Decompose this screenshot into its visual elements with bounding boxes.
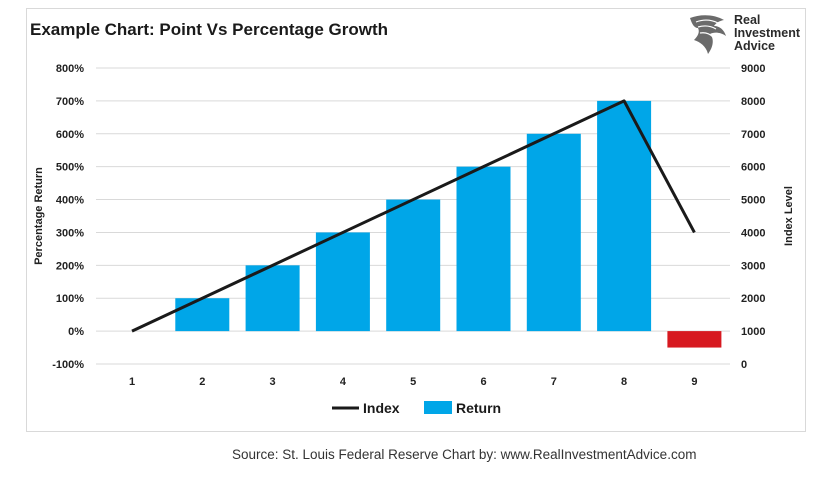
left-tick-label: 800% [56,63,84,75]
legend-return-swatch [424,401,452,414]
right-tick-label: 9000 [741,63,765,75]
x-tick-label: 5 [410,376,416,388]
legend: Index Return [332,400,501,416]
logo-line-3: Advice [734,39,775,53]
right-tick-label: 4000 [741,227,765,239]
x-tick-label: 7 [551,376,557,388]
legend-index-label: Index [363,400,400,416]
bar-return [597,100,652,332]
bar-return [175,298,230,332]
logo-text: Real Investment Advice [734,14,800,53]
right-tick-label: 8000 [741,96,765,108]
x-tick-label: 8 [621,376,627,388]
bar-return [526,133,581,332]
line-index-path [131,99,696,333]
x-tick-label: 6 [480,376,486,388]
left-tick-label: 300% [56,227,84,239]
right-tick-label: 5000 [741,195,765,207]
right-tick-label: 2000 [741,293,765,305]
left-tick-label: 400% [56,195,84,207]
x-tick-label: 1 [129,376,135,388]
left-tick-label: 600% [56,129,84,141]
right-tick-label: 1000 [741,326,765,338]
left-tick-label: 200% [56,260,84,272]
right-tick-label: 7000 [741,129,765,141]
left-axis-label: Percentage Return [33,167,45,265]
x-tick-label: 2 [199,376,205,388]
chart-title: Example Chart: Point Vs Percentage Growt… [30,20,389,39]
right-axis-ticks: 0 1000 2000 3000 4000 5000 6000 7000 8000 9000 [741,63,765,371]
left-tick-label: 100% [56,293,84,305]
bar-return [245,265,300,332]
x-tick-label: 9 [691,376,697,388]
right-tick-label: 6000 [741,162,765,174]
x-axis-ticks: 1 2 3 4 5 6 7 8 9 [129,376,698,388]
logo-line-2: Investment [734,26,800,40]
left-tick-label: -100% [52,359,84,371]
right-tick-label: 0 [741,359,747,371]
left-axis-ticks: -100% 0% 100% 200% 300% 400% 500% 600% 700% 800% [52,63,84,371]
source-caption: Source: St. Louis Federal Reserve Chart … [232,447,697,462]
bars-return [175,100,722,348]
legend-return-label: Return [456,400,501,416]
bar-return [667,331,722,348]
logo-line-1: Real [734,13,761,27]
bar-return [386,199,441,332]
right-tick-label: 3000 [741,260,765,272]
line-index [131,99,696,333]
x-tick-label: 4 [340,376,347,388]
left-tick-label: 0% [68,326,84,338]
logo: Real Investment Advice [686,12,812,56]
left-tick-label: 500% [56,162,84,174]
eagle-icon [690,15,726,54]
x-tick-label: 3 [270,376,276,388]
left-tick-label: 700% [56,96,84,108]
right-axis-label: Index Level [783,186,795,246]
bar-return [315,232,370,332]
bar-return [456,166,511,332]
